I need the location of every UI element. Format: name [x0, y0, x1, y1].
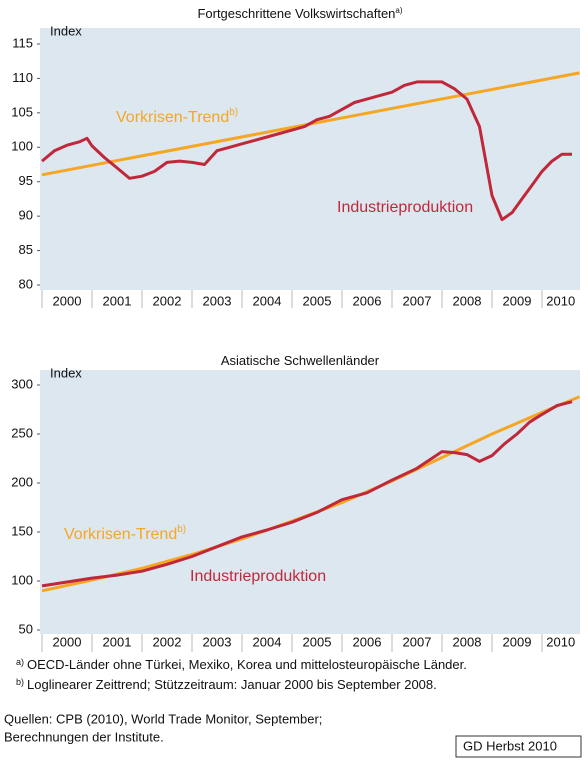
x-tick-label: 2003 [203, 293, 232, 308]
x-tick-label: 2009 [503, 293, 532, 308]
x-tick-label: 2007 [403, 293, 432, 308]
x-tick-label: 2002 [153, 634, 182, 649]
x-tick-label: 2010 [546, 634, 575, 649]
y-tick-label: 95 [19, 173, 33, 188]
series-label-note: b) [229, 107, 238, 118]
series-label: Industrieproduktion [337, 199, 473, 216]
y-tick-label: 150 [11, 523, 33, 538]
series-label: Vorkrisen-Trendb) [64, 524, 186, 544]
y-tick-label: 100 [11, 139, 33, 154]
y-tick-label: 110 [12, 70, 33, 85]
badge: GD Herbst 2010 [463, 738, 557, 753]
chart-title: Fortgeschrittene Volkswirtschaftena) [197, 6, 402, 21]
x-tick-label: 2010 [546, 293, 575, 308]
series-label-text: Vorkrisen-Trend [64, 526, 177, 543]
y-tick-label: 105 [11, 104, 33, 119]
x-tick-label: 2005 [303, 634, 332, 649]
footnote-text: OECD-Länder ohne Türkei, Mexiko, Korea u… [27, 657, 467, 672]
footnote: a) OECD-Länder ohne Türkei, Mexiko, Korea… [16, 657, 467, 672]
footnote-mark: b) [16, 677, 24, 687]
x-tick-label: 2008 [453, 293, 482, 308]
source: Berechnungen der Institute. [4, 729, 164, 744]
series-label: Industrieproduktion [190, 568, 326, 585]
y-tick-label: 250 [11, 425, 33, 440]
x-tick-label: 2006 [353, 293, 382, 308]
y-axis-label: Index [50, 23, 82, 38]
x-tick-label: 2000 [53, 634, 82, 649]
y-tick-label: 90 [19, 208, 33, 223]
x-tick-label: 2009 [503, 634, 532, 649]
x-tick-label: 2007 [403, 634, 432, 649]
y-axis-label: Index [50, 365, 82, 380]
chart-title: Asiatische Schwellenländer [221, 353, 380, 368]
plot-background [40, 370, 580, 634]
x-tick-label: 2004 [253, 293, 282, 308]
footnote-mark: a) [16, 657, 24, 667]
source: Quellen: CPB (2010), World Trade Monitor… [4, 711, 322, 726]
series-label: Vorkrisen-Trendb) [116, 107, 238, 127]
x-tick-label: 2001 [103, 293, 132, 308]
x-tick-label: 2006 [353, 634, 382, 649]
series-label-text: Industrieproduktion [190, 568, 326, 585]
series-line [41, 80, 572, 222]
x-tick-label: 2008 [453, 634, 482, 649]
series-label-text: Industrieproduktion [337, 199, 473, 216]
y-tick-label: 80 [19, 276, 33, 291]
x-tick-label: 2000 [53, 293, 82, 308]
y-tick-label: 100 [11, 572, 33, 587]
footnote-text: Loglinearer Zeittrend; Stützzeitraum: Ja… [27, 677, 437, 692]
y-tick-label: 85 [19, 242, 33, 257]
chart-title-text: Asiatische Schwellenländer [221, 353, 380, 368]
chart-title-text: Fortgeschrittene Volkswirtschaften [197, 6, 395, 21]
badge-box [455, 735, 582, 758]
x-tick-label: 2003 [203, 634, 232, 649]
x-tick-label: 2004 [253, 634, 282, 649]
series-line [41, 400, 573, 588]
series-label-note: b) [177, 524, 186, 535]
footnote: b) Loglinearer Zeittrend; Stützzeitraum: … [16, 677, 437, 692]
x-tick-label: 2001 [103, 634, 132, 649]
y-tick-label: 115 [12, 35, 33, 50]
y-tick-label: 50 [19, 621, 33, 636]
x-tick-label: 2002 [153, 293, 182, 308]
series-label-text: Vorkrisen-Trend [116, 109, 229, 126]
y-tick-label: 300 [11, 376, 33, 391]
y-tick-label: 200 [11, 474, 33, 489]
x-tick-label: 2005 [303, 293, 332, 308]
chart-title-note: a) [395, 6, 402, 15]
